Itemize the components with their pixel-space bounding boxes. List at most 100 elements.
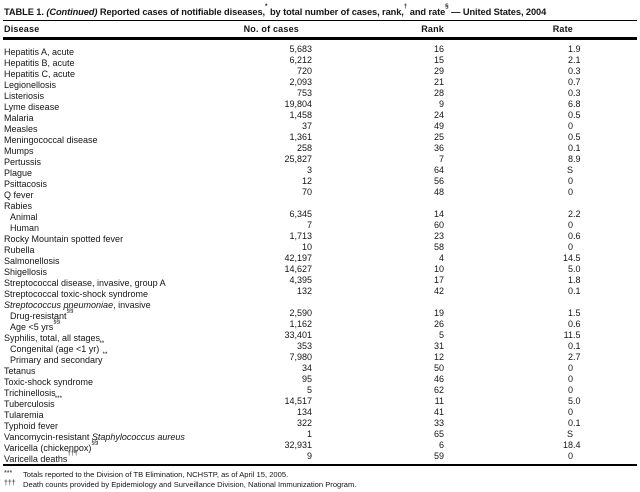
disease-cell: Hepatitis A, acute	[3, 44, 203, 58]
rank-cell: 59	[433, 451, 444, 462]
disease-label: Drug-resistant	[10, 311, 67, 322]
cases-cell: 1,361	[289, 132, 312, 143]
disease-cell: Measles	[3, 121, 203, 135]
cases-cell: 7,980	[289, 352, 312, 363]
table-row: Meningococcal disease 1,361 25 0.5	[3, 132, 637, 146]
rate-cell: S	[566, 165, 573, 176]
table-row: Streptococcal disease, invasive, group A…	[3, 275, 637, 289]
cases-cell: 6,345	[289, 209, 312, 220]
table-row: Psittacosis 12 56 0	[3, 176, 637, 190]
rate-cell: 0.3	[567, 66, 581, 77]
disease-label: Tetanus	[4, 366, 36, 377]
disease-cell: Malaria	[3, 110, 203, 124]
cases-cell: 720	[296, 66, 312, 77]
disease-label-italic: Staphylococcus aureus	[91, 432, 185, 443]
rank-cell: 26	[433, 319, 444, 330]
rate-cell: 0	[567, 407, 573, 418]
rank-cell: 33	[433, 418, 444, 429]
disease-cell: Streptococcal disease, invasive, group A	[3, 275, 203, 289]
rate-cell: 2.7	[567, 352, 581, 363]
rank-cell: 65	[433, 429, 444, 440]
cases-cell: 9	[306, 451, 312, 462]
disease-label: Meningococcal disease	[4, 135, 98, 146]
disease-cell: Typhoid fever	[3, 418, 203, 432]
rank-cell: 24	[433, 110, 444, 121]
table-row: Tularemia 134 41 0	[3, 407, 637, 421]
rate-cell: 2.2	[567, 209, 581, 220]
disease-label: Psittacosis	[4, 179, 48, 190]
disease-label: Plague	[4, 168, 33, 179]
disease-cell: Trichinellosis	[3, 385, 203, 399]
footnote-marker: ***	[4, 470, 13, 478]
disease-label: Streptococcal toxic-shock syndrome	[4, 289, 149, 300]
table-row: Malaria 1,458 24 0.5	[3, 110, 637, 124]
cases-cell: 19,804	[284, 99, 312, 110]
cases-cell: 34	[301, 363, 312, 374]
disease-label: Legionellosis	[4, 80, 57, 91]
disease-cell: Tetanus	[3, 363, 203, 377]
rate-cell: 0.1	[567, 143, 581, 154]
table-row: Salmonellosis 42,197 4 14.5	[3, 253, 637, 266]
disease-label: Listeriosis	[4, 91, 45, 102]
disease-label: Tularemia	[4, 410, 44, 421]
footnote-ref: ***	[54, 395, 63, 403]
table-row: Primary and secondary** 7,980 12 2.7	[3, 351, 637, 365]
table-row: Mumps 258 36 0.1	[3, 143, 637, 157]
rank-cell: 41	[433, 407, 444, 418]
table-header-row: Disease No. of cases Rank Rate	[3, 21, 637, 41]
rank-cell: 11	[434, 396, 444, 407]
rank-cell: 15	[433, 55, 444, 66]
disease-cell: Plague	[3, 165, 203, 179]
disease-cell: Lyme disease	[3, 99, 203, 113]
cases-cell: 5	[306, 385, 312, 396]
cases-cell: 25,827	[284, 154, 312, 165]
table-row: Hepatitis C, acute 720 29 0.3	[3, 66, 637, 79]
table-row: Shigellosis 14,627 10 5.0	[3, 264, 637, 278]
disease-label: Mumps	[4, 146, 34, 157]
footnote-ref: **	[102, 351, 108, 359]
disease-label: Age <5 yrs	[10, 322, 54, 333]
cases-cell: 7	[306, 220, 312, 231]
cases-cell: 4,395	[289, 275, 312, 286]
column-header-rank: Rank	[421, 24, 444, 35]
rate-cell: 0	[567, 451, 573, 462]
cases-cell: 353	[296, 341, 312, 352]
rank-cell: 46	[433, 374, 444, 385]
rank-cell: 50	[433, 363, 444, 374]
rate-cell: 0.6	[567, 231, 581, 242]
footnote: ††† Death counts provided by Epidemiolog…	[4, 480, 637, 490]
disease-label: Syphilis, total, all stages	[4, 333, 101, 344]
disease-cell: Drug-resistant§§	[3, 307, 203, 322]
table-row: Pertussis 25,827 7 8.9	[3, 154, 637, 167]
disease-cell: Syphilis, total, all stages	[3, 330, 203, 344]
disease-label: Streptococcal disease, invasive, group A	[4, 278, 166, 289]
disease-label: Shigellosis	[4, 267, 48, 278]
cases-cell: 1,713	[289, 231, 312, 242]
rate-cell: 0	[567, 176, 573, 187]
cases-cell: 95	[301, 374, 312, 385]
table-title: TABLE 1. (Continued) Reported cases of n…	[3, 3, 637, 22]
cases-cell: 14,627	[284, 264, 312, 275]
disease-label: Rocky Mountain spotted fever	[4, 234, 124, 245]
cases-cell: 32,931	[284, 440, 312, 451]
rate-cell: 0.1	[567, 341, 581, 352]
table-row: Q fever 70 48 0	[3, 187, 637, 200]
rank-cell: 28	[433, 88, 444, 99]
footnote-ref: **	[99, 340, 105, 348]
rate-cell: 0.1	[567, 418, 581, 429]
rank-cell: 5	[438, 330, 444, 341]
disease-cell: Toxic-shock syndrome	[3, 374, 203, 388]
table-row: Hepatitis A, acute 5,683 16 1.9	[3, 44, 637, 58]
rate-cell: 1.8	[567, 275, 581, 286]
rank-cell: 14	[433, 209, 444, 220]
table-row: Drug-resistant§§ 2,590 19 1.5	[3, 307, 637, 322]
cases-cell: 2,590	[289, 308, 312, 319]
table-row: Plague 3 64 S	[3, 165, 637, 179]
disease-cell: Tularemia	[3, 407, 203, 421]
cases-cell: 2,093	[289, 77, 312, 88]
table-row: Varicella (chickenpox)§§ 32,931 6 18.4	[3, 439, 637, 453]
footnote-ref: †††	[67, 450, 78, 458]
footnote-ref: §§	[91, 439, 99, 447]
rate-cell: 2.1	[567, 55, 581, 66]
rank-cell: 7	[438, 154, 444, 165]
